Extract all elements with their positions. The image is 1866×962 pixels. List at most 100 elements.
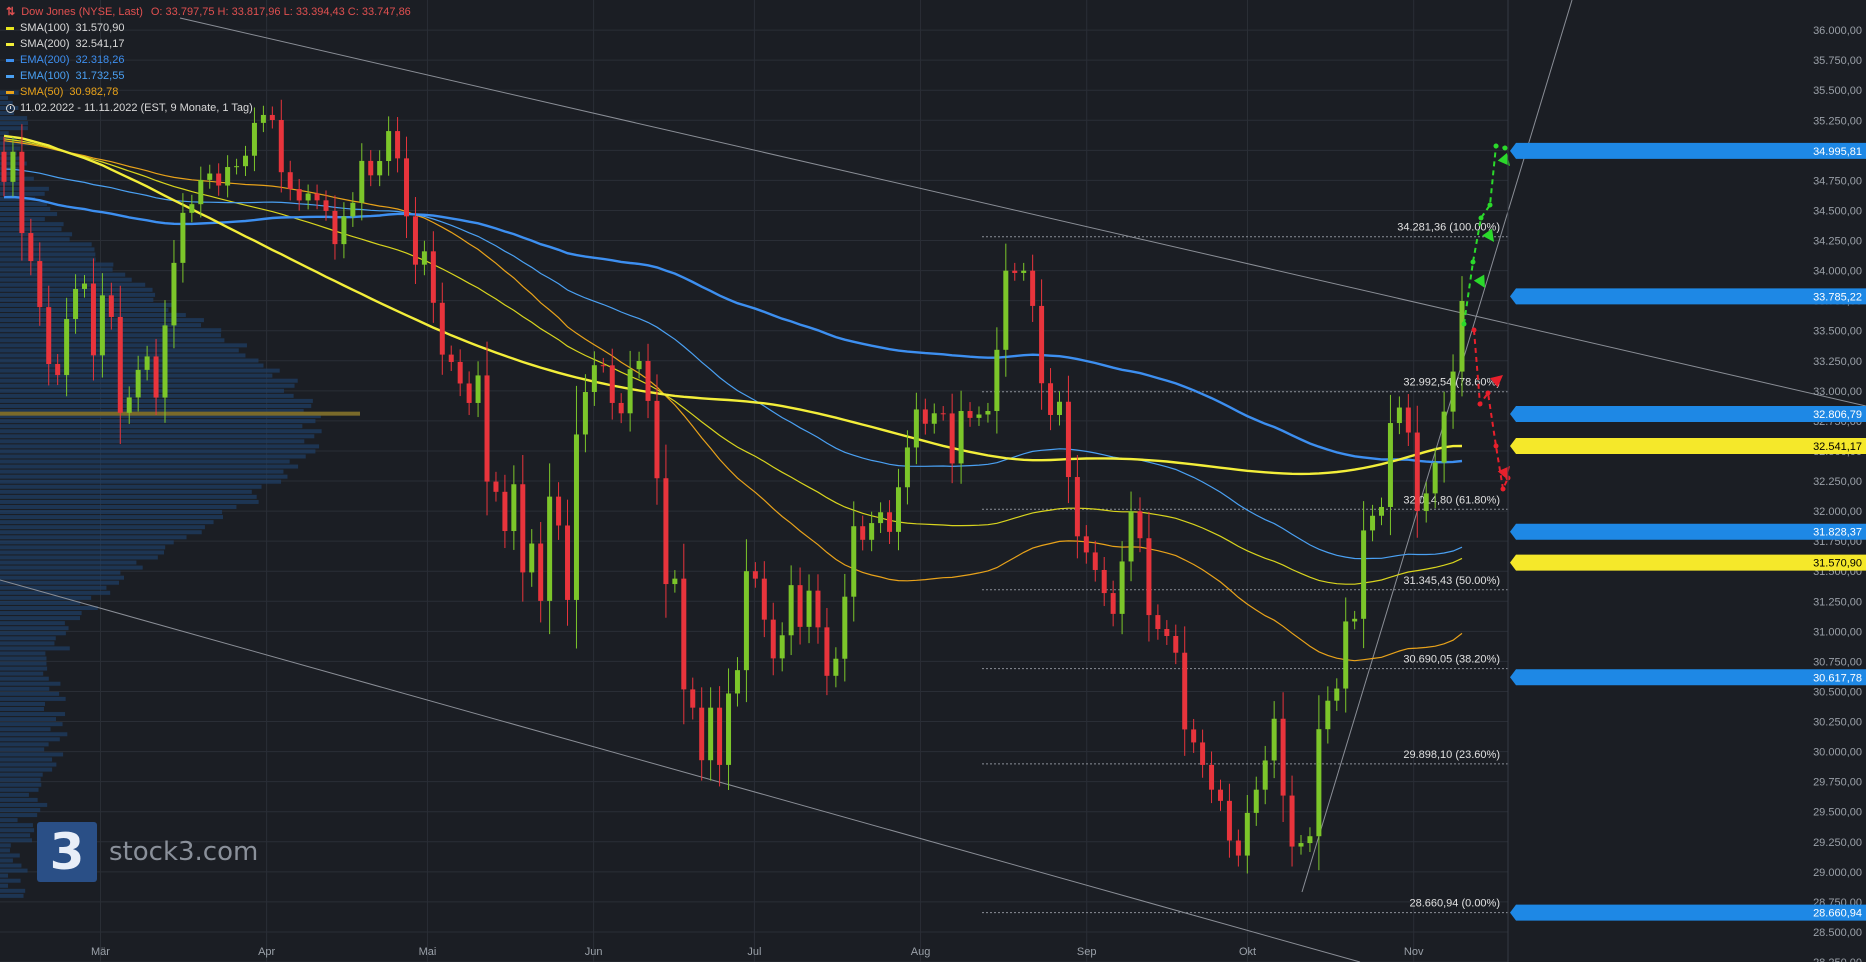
profile-bar (0, 222, 64, 226)
y-tick-label: 33.000,00 (1813, 386, 1862, 398)
y-tick-label: 34.250,00 (1813, 236, 1862, 248)
y-tick-label: 34.750,00 (1813, 175, 1862, 187)
profile-bar (0, 460, 290, 464)
profile-bar (0, 712, 65, 716)
profile-bar (0, 146, 21, 150)
legend-item[interactable]: EMA(200) 32.318,26 (6, 52, 411, 68)
profile-bar (0, 793, 29, 797)
clock-icon (6, 104, 15, 113)
y-tick-label: 32.000,00 (1813, 506, 1862, 518)
profile-bar (0, 783, 41, 787)
y-tick-label: 30.500,00 (1813, 686, 1862, 698)
profile-bar (0, 566, 143, 570)
profile-bar (0, 515, 223, 519)
legend-item[interactable]: SMA(100) 31.570,90 (6, 20, 411, 36)
profile-bar (0, 687, 49, 691)
x-tick-label: Mai (419, 946, 437, 958)
profile-bar (0, 273, 125, 277)
swatch-icon (6, 59, 14, 62)
instrument-header[interactable]: ⇅ Dow Jones (NYSE, Last) O: 33.797,75 H:… (6, 4, 411, 20)
profile-bar (0, 389, 284, 393)
logo-mark: 3 (37, 822, 97, 882)
price-tag: 28.660,94 (1510, 905, 1866, 921)
profile-bar (0, 626, 69, 630)
profile-bar (0, 480, 281, 484)
profile-bar (0, 641, 54, 645)
price-tag: 32.806,79 (1510, 406, 1866, 422)
profile-bar (0, 798, 38, 802)
profile-bar (0, 859, 13, 863)
profile-poc (0, 412, 360, 416)
profile-bar (0, 535, 187, 539)
profile-bar (0, 187, 49, 191)
legend-item[interactable]: SMA(200) 32.541,17 (6, 36, 411, 52)
profile-bar (0, 500, 259, 504)
profile-bar (0, 444, 319, 448)
y-tick-label: 28.500,00 (1813, 927, 1862, 939)
profile-bar (0, 268, 113, 272)
profile-bar (0, 131, 9, 135)
profile-bar (0, 631, 66, 635)
profile-bar (0, 596, 91, 600)
profile-bar (0, 833, 30, 837)
profile-bar (0, 465, 298, 469)
logo-text: stock3.com (109, 837, 258, 867)
profile-bar (0, 677, 49, 681)
price-tag-label: 30.617,78 (1813, 672, 1862, 684)
legend-label: EMA(200) (20, 52, 70, 68)
profile-bar (0, 303, 172, 307)
ohlc-values: O: 33.797,75 H: 33.817,96 L: 33.394,43 C… (151, 4, 411, 20)
profile-bar (0, 308, 168, 312)
profile-bar (0, 343, 247, 347)
profile-bar (0, 601, 80, 605)
profile-bar (0, 697, 66, 701)
x-tick-label: Aug (911, 946, 931, 958)
legend-value: 32.318,26 (76, 52, 125, 68)
profile-bar (0, 212, 57, 216)
price-tag-label: 28.660,94 (1813, 908, 1862, 920)
price-tag-label: 32.806,79 (1813, 409, 1862, 421)
legend-label: SMA(100) (20, 20, 70, 36)
price-tag-label: 33.785,22 (1813, 291, 1862, 303)
profile-bar (0, 732, 67, 736)
legend-value: 30.982,78 (69, 84, 118, 100)
profile-bar (0, 485, 262, 489)
profile-bar (0, 672, 43, 676)
profile-bar (0, 611, 82, 615)
price-tag: 33.785,22 (1510, 288, 1866, 304)
profile-bar (0, 808, 40, 812)
profile-bar (0, 429, 322, 433)
legend-item[interactable]: EMA(100) 31.732,55 (6, 68, 411, 84)
x-tick-label: Okt (1239, 946, 1256, 958)
fib-label: 30.690,05 (38.20%) (1403, 654, 1500, 666)
time-range-info[interactable]: 11.02.2022 - 11.11.2022 (EST, 9 Monate, … (6, 100, 411, 116)
profile-bar (0, 182, 22, 186)
profile-bar (0, 454, 306, 458)
y-tick-label: 30.750,00 (1813, 656, 1862, 668)
x-tick-label: Jul (747, 946, 761, 958)
profile-bar (0, 864, 21, 868)
profile-bar (0, 283, 145, 287)
legend-item[interactable]: SMA(50) 30.982,78 (6, 84, 411, 100)
profile-bar (0, 707, 44, 711)
profile-bar (0, 550, 164, 554)
price-tag: 34.995,81 (1510, 143, 1866, 159)
profile-bar (0, 662, 46, 666)
price-tag-label: 31.828,37 (1813, 527, 1862, 539)
y-tick-label: 35.750,00 (1813, 55, 1862, 67)
y-tick-label: 29.750,00 (1813, 777, 1862, 789)
profile-bar (0, 540, 174, 544)
profile-bar (0, 207, 50, 211)
profile-bar (0, 530, 202, 534)
y-tick-label: 35.250,00 (1813, 115, 1862, 127)
profile-bar (0, 879, 21, 883)
profile-bar (0, 505, 236, 509)
profile-bar (0, 247, 94, 251)
profile-bar (0, 727, 51, 731)
profile-bar (0, 853, 20, 857)
profile-bar (0, 763, 56, 767)
profile-bar (0, 126, 28, 130)
profile-bar (0, 359, 258, 363)
profile-bar (0, 470, 283, 474)
